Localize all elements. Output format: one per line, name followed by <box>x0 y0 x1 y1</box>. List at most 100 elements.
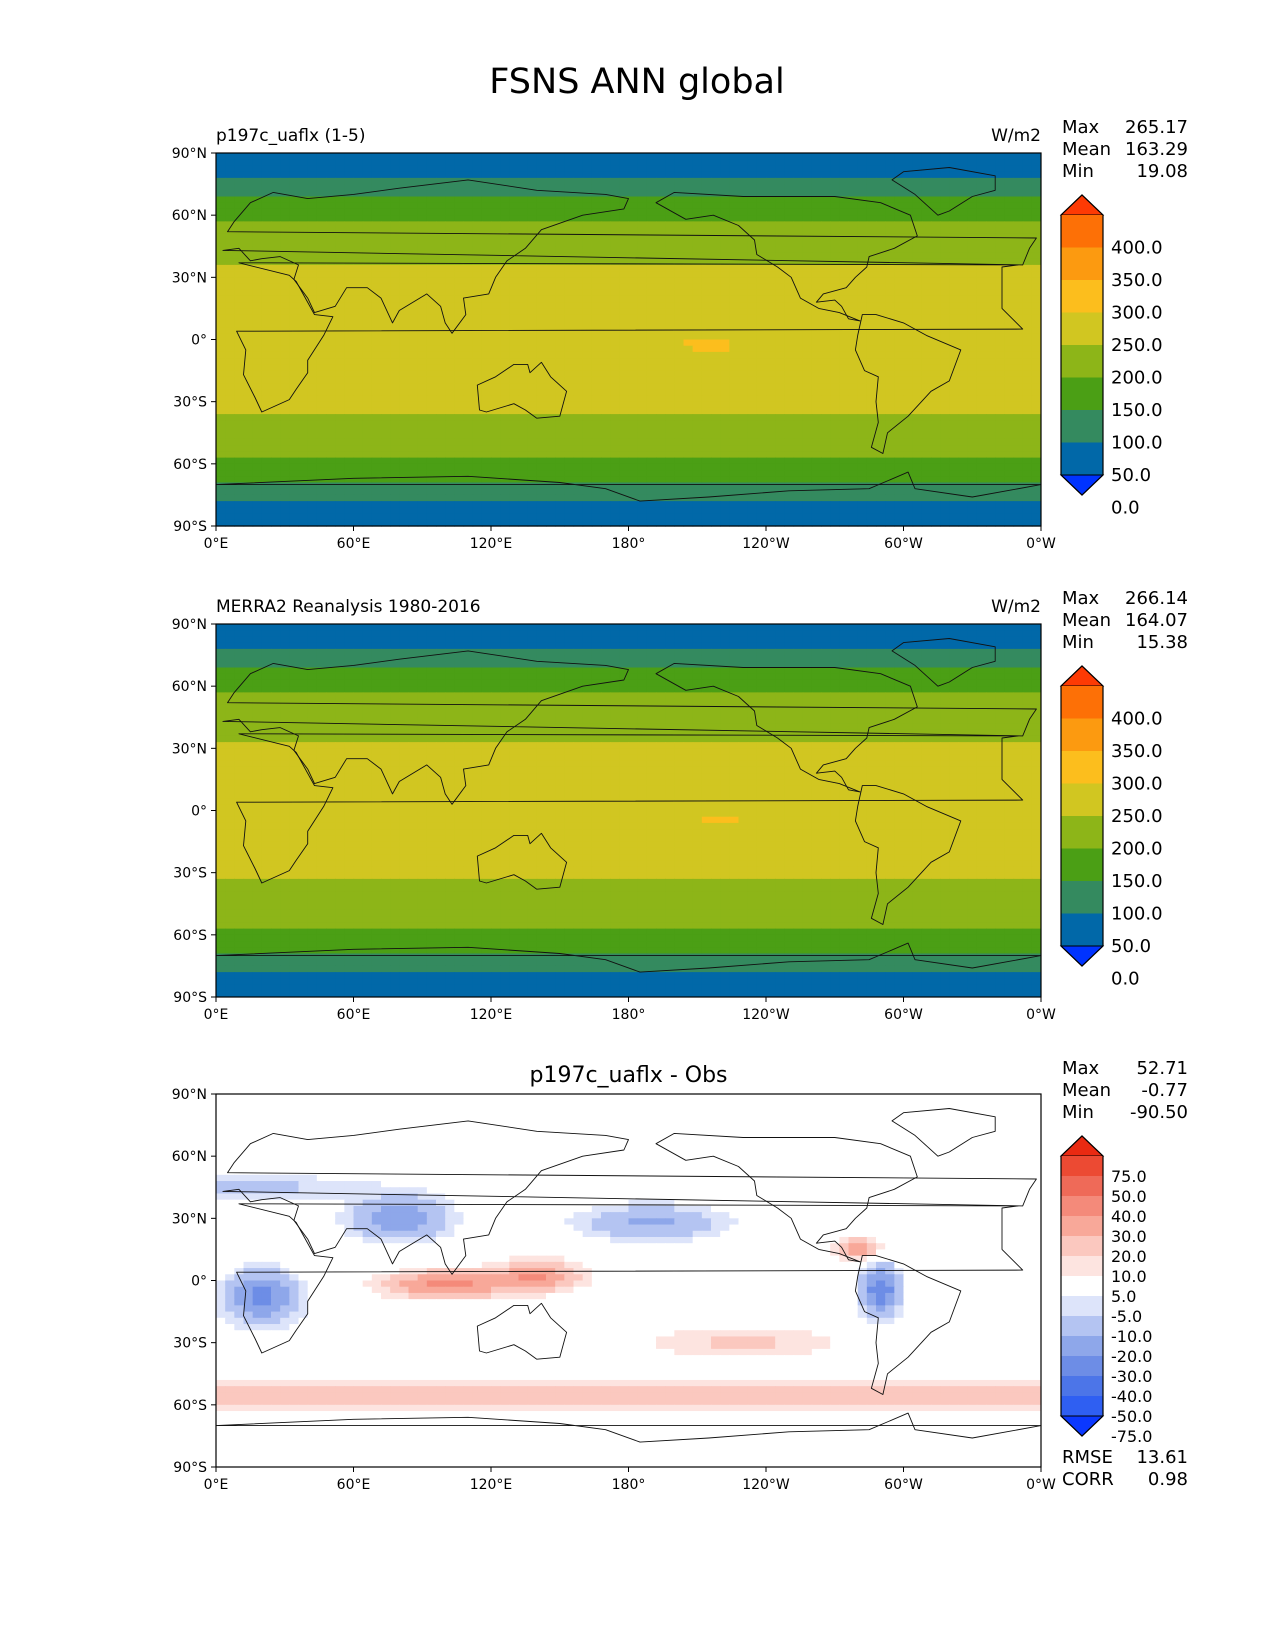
field-cell <box>436 339 446 347</box>
field-cell <box>949 333 960 341</box>
field-cell <box>683 438 694 446</box>
field-cell <box>674 383 685 390</box>
field-cell <box>848 327 859 334</box>
field-cell <box>472 184 483 191</box>
field-cell <box>390 420 400 428</box>
field-cell <box>839 457 850 465</box>
field-cell <box>802 445 813 452</box>
field-cell <box>1031 395 1041 403</box>
field-cell <box>225 295 235 303</box>
field-cell <box>967 376 978 384</box>
field-cell <box>848 432 859 440</box>
field-cell <box>830 488 840 496</box>
field-cell <box>518 414 529 421</box>
field-cell <box>766 339 776 347</box>
field-cell <box>894 314 905 322</box>
field-cell <box>711 314 721 322</box>
field-cell <box>738 470 749 477</box>
field-cell <box>362 177 373 185</box>
field-cell <box>472 463 483 471</box>
field-cell <box>756 184 767 191</box>
field-cell <box>665 302 675 310</box>
field-cell <box>555 289 565 297</box>
field-cell <box>463 426 474 434</box>
field-cell <box>830 271 840 278</box>
field-cell <box>885 432 895 440</box>
field-cell <box>326 302 336 310</box>
field-cell <box>216 190 226 198</box>
field-cell <box>472 240 483 247</box>
field-cell <box>326 339 336 347</box>
field-cell <box>436 202 446 210</box>
field-cell <box>408 171 419 179</box>
field-cell <box>986 333 996 341</box>
field-cell <box>454 407 465 415</box>
field-cell <box>628 289 639 297</box>
field-cell <box>601 302 611 310</box>
field-cell <box>307 463 318 471</box>
field-cell <box>252 320 263 328</box>
field-cell <box>454 457 465 465</box>
field-cell <box>885 364 895 372</box>
field-cell <box>839 165 850 173</box>
field-cell <box>399 177 410 185</box>
field-cell <box>252 177 263 185</box>
field-cell <box>1013 221 1024 229</box>
field-cell <box>491 476 501 484</box>
field-cell <box>756 339 767 347</box>
field-cell <box>775 364 785 372</box>
field-cell <box>903 445 914 452</box>
field-cell <box>426 227 437 235</box>
field-cell <box>986 208 996 216</box>
field-cell <box>857 289 868 297</box>
field-cell <box>234 482 245 490</box>
field-cell <box>958 221 969 229</box>
field-cell <box>940 457 950 465</box>
field-cell <box>582 289 593 297</box>
field-cell <box>362 488 373 496</box>
field-cell <box>216 395 226 403</box>
field-cell <box>674 165 685 173</box>
field-cell <box>784 252 795 260</box>
field-cell <box>830 401 840 409</box>
field-cell <box>830 451 840 459</box>
field-cell <box>353 407 364 415</box>
field-cell <box>564 345 575 353</box>
field-cell <box>326 258 336 266</box>
field-cell <box>591 277 602 285</box>
field-cell <box>472 277 483 285</box>
field-cell <box>738 482 749 490</box>
field-cell <box>298 339 309 347</box>
field-cell <box>894 153 905 160</box>
field-cell <box>821 208 831 216</box>
field-cell <box>445 451 455 459</box>
field-cell <box>491 494 501 502</box>
field-cell <box>683 420 694 428</box>
field-cell <box>252 165 263 173</box>
field-cell <box>921 345 932 353</box>
field-cell <box>729 314 740 322</box>
field-cell <box>986 252 996 260</box>
field-cell <box>784 345 795 353</box>
field-cell <box>390 171 400 179</box>
field-cell <box>738 438 749 446</box>
field-cell <box>701 202 712 210</box>
field-cell <box>876 414 886 421</box>
field-cell <box>720 233 730 241</box>
field-cell <box>610 171 620 179</box>
field-cell <box>683 451 694 459</box>
field-cell <box>371 333 382 341</box>
field-cell <box>353 184 364 191</box>
field-cell <box>436 184 446 191</box>
field-cell <box>830 426 840 434</box>
field-cell <box>903 451 914 459</box>
field-cell <box>509 171 520 179</box>
field-cell <box>729 445 740 452</box>
field-cell <box>729 327 740 334</box>
field-cell <box>390 426 400 434</box>
field-cell <box>271 208 281 216</box>
field-cell <box>738 252 749 260</box>
field-cell <box>399 202 410 210</box>
field-cell <box>921 196 932 204</box>
field-cell <box>976 339 987 347</box>
